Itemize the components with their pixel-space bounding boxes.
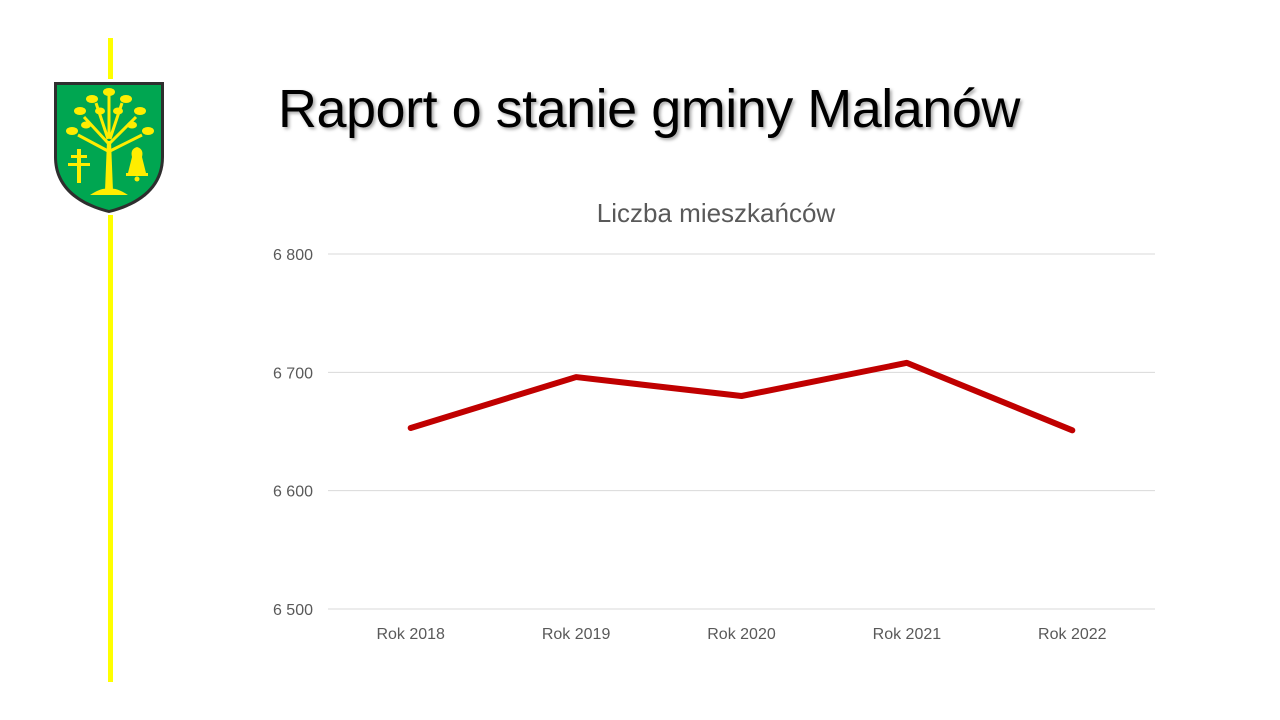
- x-tick-label: Rok 2021: [873, 626, 942, 643]
- y-tick-label: 6 600: [273, 484, 313, 501]
- series-line: [407, 359, 1076, 434]
- y-tick-label: 6 800: [273, 247, 313, 264]
- chart-title: Liczba mieszkańców: [596, 198, 836, 228]
- coat-of-arms-logo: [50, 79, 168, 215]
- accent-line: [108, 38, 113, 682]
- x-tick-label: Rok 2020: [707, 626, 776, 643]
- slide-title: Raport o stanie gminy Malanów: [278, 79, 1020, 139]
- x-tick-label: Rok 2022: [1038, 626, 1107, 643]
- coat-of-arms-tree-cross-bell-icon: [54, 82, 164, 213]
- x-tick-label: Rok 2018: [376, 626, 445, 643]
- x-tick-label: Rok 2019: [542, 626, 611, 643]
- y-tick-label: 6 500: [273, 602, 313, 619]
- y-tick-label: 6 700: [273, 365, 313, 382]
